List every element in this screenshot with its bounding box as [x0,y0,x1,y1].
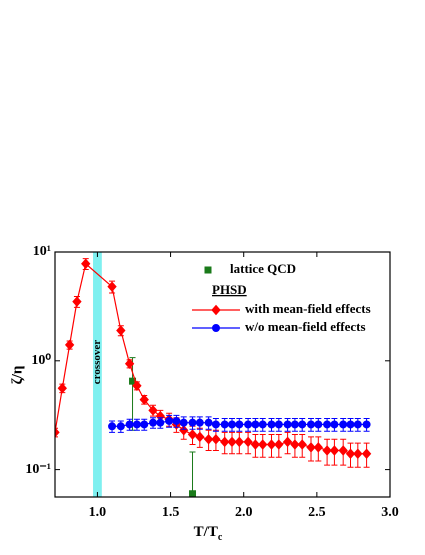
legend-label: w/o mean-field effects [245,319,366,334]
marker [64,339,75,351]
marker [251,420,260,429]
x-tick-label: 1.5 [162,505,180,520]
legend-label: with mean-field effects [245,301,371,316]
marker [361,448,372,459]
marker [345,448,356,459]
marker [140,420,149,429]
marker [124,358,135,369]
legend-label: lattice QCD [230,261,296,276]
marker [116,422,125,431]
marker [125,420,134,429]
marker [149,418,158,427]
marker [267,420,276,429]
marker [258,420,267,429]
marker [108,422,117,431]
marker [346,420,355,429]
marker [81,258,91,269]
marker [282,436,293,448]
marker [189,490,197,497]
marker [156,418,165,427]
marker [290,420,299,429]
marker [243,436,253,448]
marker [313,442,323,453]
marker [220,436,230,448]
marker [228,420,237,429]
marker [148,405,158,416]
x-tick-label: 2.5 [308,505,326,520]
marker [322,445,332,456]
marker [211,420,220,429]
marker [339,420,348,429]
marker [172,416,181,425]
legend-heading: PHSD [212,282,247,297]
marker [258,439,268,450]
marker [274,420,283,429]
marker [283,420,292,429]
marker [57,382,67,394]
marker [211,434,221,445]
marker [107,281,117,292]
marker [204,418,213,427]
marker [195,418,204,427]
marker [323,420,332,429]
marker [132,420,141,429]
marker [187,429,198,440]
marker [353,448,363,459]
x-tick-label: 2.0 [235,505,253,520]
marker [250,439,261,450]
band-label: crossover [91,340,103,385]
marker [362,420,371,429]
marker [306,442,316,453]
marker [329,445,340,456]
marker [244,420,253,429]
crossover-band [93,252,102,497]
y-tick-label: 10¹ [33,244,51,259]
marker [116,325,126,336]
marker [338,445,348,456]
marker [234,436,244,448]
y-axis-label: ζ/η [9,366,25,385]
marker [195,431,205,443]
plot-area [55,252,372,497]
marker [314,420,323,429]
y-tick-label: 10⁻¹ [25,462,51,477]
marker [330,420,339,429]
marker [203,434,214,445]
marker [139,394,149,405]
marker [55,427,60,438]
marker [298,420,307,429]
marker [165,416,174,425]
legend-swatch [211,304,221,316]
x-axis-label: T/Tc [194,524,223,543]
legend-swatch [204,266,212,274]
marker [220,420,229,429]
y-tick-label: 10⁰ [31,353,51,368]
legend-swatch [212,324,220,332]
marker [290,439,300,450]
x-label-main: T/T [194,524,218,540]
x-tick-label: 3.0 [381,505,399,520]
marker [179,418,188,427]
marker [307,420,316,429]
marker [266,439,277,450]
marker [235,420,244,429]
marker [353,420,362,429]
marker [188,418,197,427]
marker [297,439,307,450]
error-bar [189,451,196,497]
marker [227,436,237,448]
marker [132,380,142,391]
marker [274,439,284,450]
axes-frame [54,251,391,498]
x-label-sub: c [218,532,223,543]
error-bar [55,427,58,438]
x-tick-label: 1.0 [89,505,107,520]
marker [72,296,82,307]
